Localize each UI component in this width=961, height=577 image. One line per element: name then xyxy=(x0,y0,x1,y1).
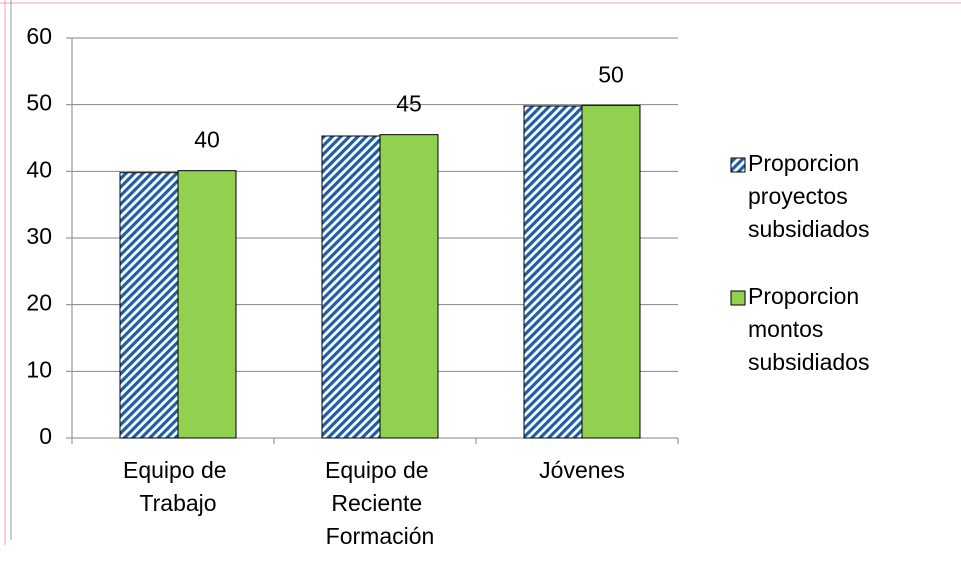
x-tick-label: Equipo de Reciente Formación xyxy=(325,457,435,549)
y-tick-label: 20 xyxy=(26,290,52,316)
legend-swatch xyxy=(730,157,746,173)
bar xyxy=(177,170,237,439)
y-tick-label: 40 xyxy=(26,156,52,182)
y-tick-label: 10 xyxy=(26,356,52,382)
y-tick-label: 0 xyxy=(39,423,52,449)
bar xyxy=(119,172,179,439)
data-label: 45 xyxy=(396,91,422,117)
y-tick-label: 30 xyxy=(26,223,52,249)
legend-label: Proporcion proyectos subsidiados xyxy=(748,150,869,242)
bar xyxy=(581,104,641,439)
legend-label: Proporcion montos subsidiados xyxy=(748,283,869,375)
bar xyxy=(321,135,381,439)
data-label: 40 xyxy=(194,127,220,153)
y-tick-label: 50 xyxy=(26,90,52,116)
data-label: 50 xyxy=(598,61,624,87)
bar xyxy=(523,105,583,439)
y-tick-label: 60 xyxy=(26,23,52,49)
legend-swatch xyxy=(730,290,746,306)
x-tick-label: Jóvenes xyxy=(539,457,625,483)
x-tick-label: Equipo de Trabajo xyxy=(123,457,233,516)
bar xyxy=(379,134,439,439)
